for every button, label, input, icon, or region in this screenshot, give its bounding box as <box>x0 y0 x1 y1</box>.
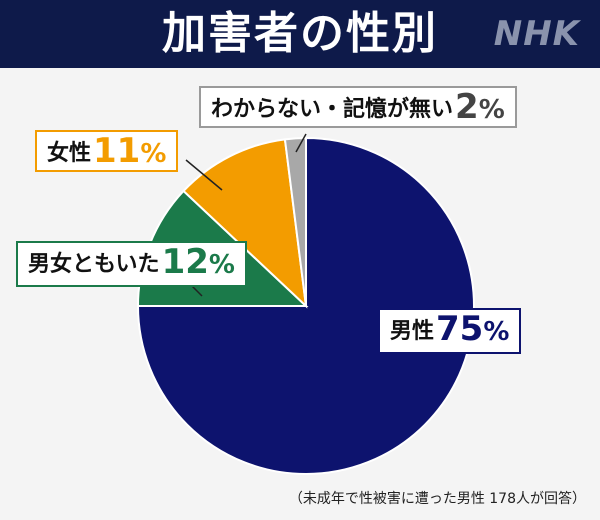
label-unknown-text: わからない・記憶が無い <box>211 97 454 122</box>
label-both: 男女ともいた12% <box>16 241 247 287</box>
label-female-text: 女性 <box>47 141 92 166</box>
chart-title: 加害者の性別 <box>162 8 438 59</box>
pie-slice-male <box>136 136 475 475</box>
pie-slice-female <box>182 138 308 309</box>
label-male: 男性75% <box>378 308 522 354</box>
label-unknown-value: 2% <box>455 87 505 127</box>
pie-slice-unknown <box>283 136 307 307</box>
label-both-value: 12% <box>161 242 235 282</box>
label-female: 女性11% <box>35 130 179 172</box>
label-female-value: 11% <box>93 131 167 171</box>
footnote: （未成年で性被害に遭った男性 178人が回答） <box>288 491 586 507</box>
leader-line-female <box>185 159 223 191</box>
leader-line-unknown <box>295 133 307 153</box>
label-both-text: 男女ともいた <box>28 252 160 277</box>
label-male-value: 75% <box>436 309 510 349</box>
header-bar: 加害者の性別 NHK <box>0 0 600 68</box>
nhk-logo: NHK <box>493 14 580 54</box>
label-male-text: 男性 <box>390 319 435 344</box>
label-unknown: わからない・記憶が無い2% <box>199 86 517 128</box>
